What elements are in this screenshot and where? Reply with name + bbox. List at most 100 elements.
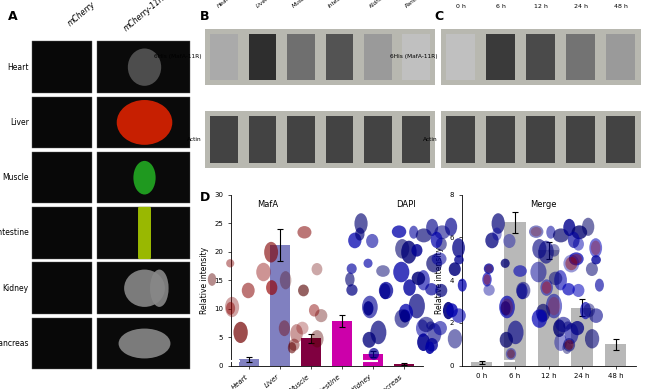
Ellipse shape	[548, 297, 560, 315]
Bar	[364, 34, 392, 80]
Ellipse shape	[392, 225, 406, 238]
Bar	[571, 308, 593, 366]
Ellipse shape	[376, 265, 390, 277]
Bar	[98, 263, 190, 314]
FancyBboxPatch shape	[138, 207, 151, 259]
Ellipse shape	[395, 309, 410, 328]
Bar	[98, 207, 190, 259]
Ellipse shape	[345, 272, 354, 287]
Bar	[98, 318, 190, 369]
Bar	[486, 34, 515, 80]
Ellipse shape	[546, 294, 562, 318]
Ellipse shape	[432, 252, 447, 265]
Ellipse shape	[580, 302, 591, 319]
Ellipse shape	[124, 270, 165, 307]
Bar	[566, 116, 595, 163]
Ellipse shape	[506, 348, 516, 360]
Bar	[326, 34, 353, 80]
Ellipse shape	[571, 225, 587, 239]
Text: Intestine: Intestine	[0, 228, 29, 237]
Bar	[471, 363, 493, 366]
Ellipse shape	[500, 259, 510, 268]
Bar	[287, 34, 315, 80]
Ellipse shape	[484, 284, 495, 296]
Text: D: D	[200, 191, 210, 203]
Ellipse shape	[555, 317, 571, 332]
Bar	[98, 96, 190, 148]
Y-axis label: Relative intensity: Relative intensity	[200, 247, 209, 314]
Ellipse shape	[346, 263, 357, 274]
Bar	[98, 41, 190, 93]
Ellipse shape	[573, 284, 584, 297]
Ellipse shape	[564, 255, 579, 272]
Text: 6His (MafA-11R): 6His (MafA-11R)	[390, 54, 437, 60]
Bar	[526, 116, 555, 163]
Bar	[526, 34, 555, 80]
Ellipse shape	[448, 329, 462, 349]
Ellipse shape	[582, 218, 594, 236]
Bar	[332, 321, 352, 366]
Bar	[32, 41, 92, 93]
Ellipse shape	[370, 321, 386, 344]
Text: Kidney: Kidney	[369, 0, 387, 9]
Text: B: B	[200, 10, 209, 23]
Bar	[98, 152, 190, 203]
Bar	[210, 34, 238, 80]
Ellipse shape	[507, 349, 515, 358]
Ellipse shape	[563, 338, 575, 352]
Ellipse shape	[566, 257, 577, 270]
Ellipse shape	[445, 218, 457, 236]
Bar	[301, 338, 321, 366]
Ellipse shape	[289, 339, 300, 351]
Ellipse shape	[549, 244, 560, 257]
Ellipse shape	[434, 225, 450, 239]
Ellipse shape	[500, 301, 511, 315]
Ellipse shape	[427, 323, 441, 344]
Ellipse shape	[431, 232, 443, 248]
Text: 12 h: 12 h	[534, 4, 548, 9]
Ellipse shape	[226, 259, 234, 268]
Text: mCherry: mCherry	[66, 0, 97, 28]
Ellipse shape	[233, 322, 248, 343]
Ellipse shape	[379, 282, 393, 299]
Ellipse shape	[348, 233, 361, 248]
Ellipse shape	[452, 238, 465, 258]
Ellipse shape	[409, 294, 425, 318]
Ellipse shape	[452, 308, 466, 323]
Ellipse shape	[266, 280, 278, 295]
Ellipse shape	[585, 329, 599, 349]
Ellipse shape	[532, 309, 547, 328]
Ellipse shape	[503, 234, 515, 248]
Ellipse shape	[399, 304, 413, 322]
Text: A: A	[8, 10, 18, 23]
Bar	[248, 116, 276, 163]
Text: 48 h: 48 h	[614, 4, 628, 9]
Ellipse shape	[530, 262, 547, 282]
Ellipse shape	[501, 298, 513, 315]
Text: Muscle: Muscle	[2, 173, 29, 182]
Bar	[441, 111, 641, 168]
Bar	[394, 364, 414, 366]
Ellipse shape	[454, 255, 463, 265]
Ellipse shape	[564, 219, 575, 236]
Text: Muscle: Muscle	[291, 0, 311, 9]
Ellipse shape	[426, 219, 438, 236]
Ellipse shape	[279, 320, 290, 336]
Ellipse shape	[366, 234, 378, 248]
Bar	[606, 116, 635, 163]
Ellipse shape	[315, 309, 328, 322]
Bar	[402, 34, 430, 80]
Bar	[205, 111, 436, 168]
Ellipse shape	[118, 329, 170, 358]
Text: 6His (MafA-11R): 6His (MafA-11R)	[154, 54, 202, 60]
Ellipse shape	[532, 239, 547, 259]
Text: Pancreas: Pancreas	[0, 339, 29, 348]
Ellipse shape	[592, 255, 601, 265]
Ellipse shape	[355, 228, 365, 240]
Text: 0 h: 0 h	[456, 4, 465, 9]
Ellipse shape	[128, 49, 161, 86]
Bar	[32, 152, 92, 203]
Ellipse shape	[426, 338, 438, 352]
Ellipse shape	[354, 213, 368, 234]
Bar	[402, 116, 430, 163]
